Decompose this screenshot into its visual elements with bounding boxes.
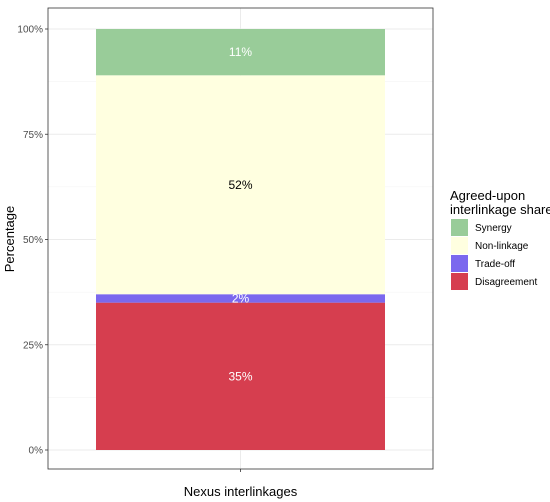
y-axis: 0% 25% 50% 75% 100% xyxy=(17,25,48,457)
x-axis-title: Nexus interlinkages xyxy=(184,484,298,499)
bar-segment-trade-off xyxy=(96,294,385,303)
bar-segment-non-linkage xyxy=(96,75,385,295)
data-label-trade-off: 2% xyxy=(232,291,250,305)
bar-segments xyxy=(96,29,385,450)
data-label-disagreement: 35% xyxy=(228,369,252,383)
legend-label-disagreement: Disagreement xyxy=(475,277,537,288)
legend-key-non-linkage xyxy=(451,237,468,254)
data-label-non-linkage: 52% xyxy=(228,178,252,192)
legend-key-trade-off xyxy=(451,255,468,272)
legend-key-disagreement xyxy=(451,273,468,290)
bar-segment-disagreement xyxy=(96,302,385,450)
legend-title-line: interlinkage shares xyxy=(450,202,550,217)
data-labels: 35% 2% 52% 11% xyxy=(228,45,252,383)
y-tick-label: 25% xyxy=(23,340,43,351)
y-tick-label: 75% xyxy=(23,130,43,141)
legend-label-trade-off: Trade-off xyxy=(475,259,515,270)
legend-title-line: Agreed-upon xyxy=(450,188,525,203)
legend-label-synergy: Synergy xyxy=(475,223,512,234)
bar-segment-synergy xyxy=(96,29,385,76)
y-tick-label: 0% xyxy=(29,446,44,457)
legend-label-non-linkage: Non-linkage xyxy=(475,241,529,252)
data-label-synergy: 11% xyxy=(229,45,252,59)
legend-key-synergy xyxy=(451,219,468,236)
y-tick-label: 50% xyxy=(23,235,43,246)
y-tick-label: 100% xyxy=(17,25,43,36)
y-axis-title: Percentage xyxy=(2,206,17,273)
